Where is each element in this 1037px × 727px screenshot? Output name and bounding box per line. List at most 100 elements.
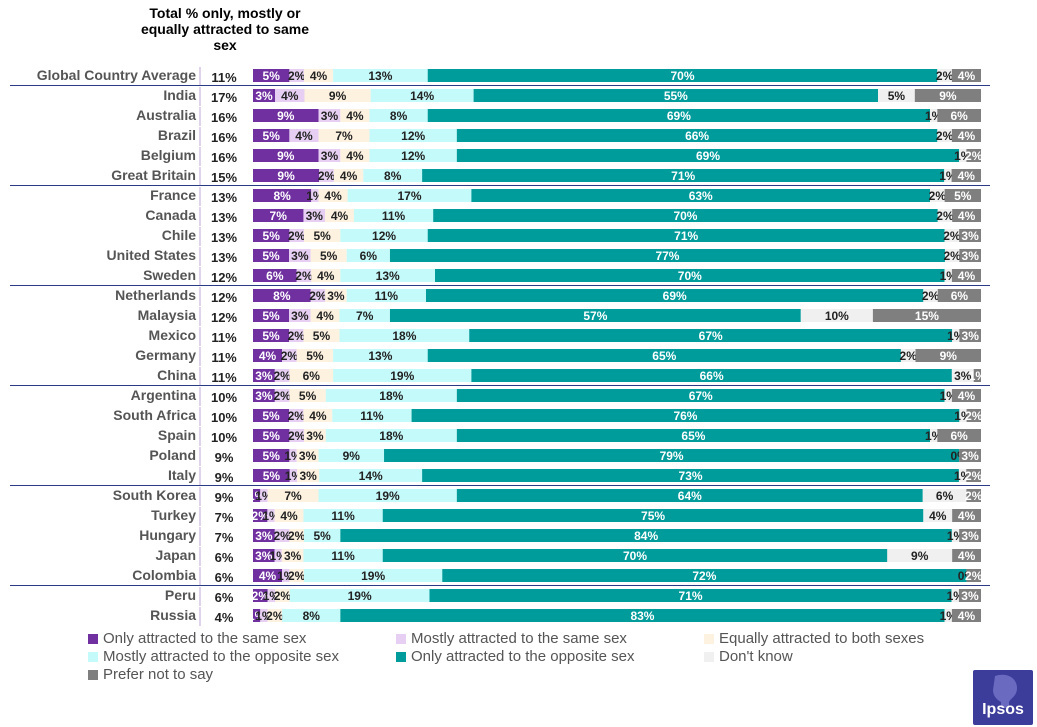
data-label-mostly_opposite: 19% xyxy=(361,569,385,583)
bar-segment-only_same xyxy=(253,309,290,322)
total-column-header: Total % only, mostly or equally attracte… xyxy=(140,5,310,53)
data-label-equally: 4% xyxy=(309,409,327,423)
data-label-mostly_opposite: 11% xyxy=(360,409,384,423)
bar-segment-only_same xyxy=(253,609,261,622)
country-label: Germany xyxy=(135,347,196,363)
data-label-equally: 3% xyxy=(306,429,324,443)
bar-segment-dont_know xyxy=(944,269,952,282)
data-label-only_same: 3% xyxy=(255,529,273,543)
bar-segment-mostly_opposite xyxy=(333,349,428,362)
bar-segment-mostly_same xyxy=(296,269,312,282)
bar-segment-dont_know xyxy=(959,149,967,162)
bar-segment-prefer_not xyxy=(951,69,981,82)
data-label-prefer_not: 2% xyxy=(965,569,983,583)
bar-segment-only_same xyxy=(253,69,290,82)
bar-segment-mostly_same xyxy=(319,169,334,182)
country-label: China xyxy=(157,367,196,383)
data-label-mostly_opposite: 8% xyxy=(390,109,408,123)
bar-segment-dont_know xyxy=(922,489,967,502)
bar-segment-prefer_not xyxy=(951,389,981,402)
data-label-prefer_not: 2% xyxy=(965,469,983,483)
country-label: Poland xyxy=(149,447,196,463)
data-label-mostly_opposite: 6% xyxy=(360,249,378,263)
bar-segment-prefer_not xyxy=(951,129,981,142)
bar-segment-mostly_opposite xyxy=(346,249,390,262)
data-label-equally: 7% xyxy=(284,489,302,503)
country-label: Japan xyxy=(156,547,196,563)
data-label-mostly_opposite: 18% xyxy=(379,389,403,403)
data-label-only_same: 4% xyxy=(259,349,277,363)
country-label: Malaysia xyxy=(138,307,197,323)
data-label-equally: 5% xyxy=(313,229,331,243)
data-label-prefer_not: 2% xyxy=(965,409,983,423)
data-label-prefer_not: 4% xyxy=(958,169,976,183)
data-label-mostly_same: 2% xyxy=(288,429,306,443)
legend-item-only_opposite: Only attracted to the opposite sex xyxy=(396,648,704,665)
bar-segment-dont_know xyxy=(923,509,953,522)
data-label-equally: 6% xyxy=(303,369,321,383)
data-label-equally: 3% xyxy=(299,449,317,463)
data-label-mostly_same: 3% xyxy=(321,109,339,123)
bar-segment-mostly_opposite xyxy=(303,569,443,582)
data-label-only_same: 5% xyxy=(263,129,281,143)
data-label-prefer_not: 3% xyxy=(961,589,979,603)
bar-segment-prefer_not xyxy=(966,469,981,482)
bar-segment-dont_know xyxy=(951,529,960,542)
data-label-mostly_same: 2% xyxy=(273,389,291,403)
data-label-only_same: 9% xyxy=(277,169,295,183)
bar-segment-only_opposite xyxy=(429,589,952,602)
bar-segment-mostly_same xyxy=(274,549,282,562)
data-label-only_same: 5% xyxy=(263,229,281,243)
stacked-bar-chart: Global Country Average 11% 5% 2% 4% 13% 70% 2% 4… xyxy=(10,67,990,626)
bar-segment-dont_know xyxy=(923,289,938,302)
data-label-only_same: 8% xyxy=(273,289,291,303)
data-label-dont_know: 2% xyxy=(929,189,947,203)
bar-segment-dont_know xyxy=(944,389,952,402)
bar-segment-equally xyxy=(274,509,304,522)
bar-segment-equally xyxy=(303,69,334,82)
bar-segment-dont_know xyxy=(937,209,953,222)
bar-segment-prefer_not xyxy=(952,549,981,562)
data-label-dont_know: 6% xyxy=(936,489,954,503)
data-label-dont_know: 3% xyxy=(954,369,972,383)
bar-segment-only_same xyxy=(253,549,275,562)
data-label-only_opposite: 67% xyxy=(689,389,713,403)
data-label-equally: 4% xyxy=(280,509,298,523)
bar-segment-mostly_opposite xyxy=(332,409,412,422)
data-label-equally: 4% xyxy=(316,309,334,323)
bar-segment-only_opposite xyxy=(471,189,931,202)
data-label-prefer_not: 3% xyxy=(962,249,980,263)
total-value: 10% xyxy=(211,430,237,445)
country-label: Mexico xyxy=(149,327,196,343)
country-label: France xyxy=(150,187,196,203)
total-value: 7% xyxy=(215,510,234,525)
bar-segment-only_opposite xyxy=(382,549,888,562)
bar-segment-equally xyxy=(304,89,371,102)
data-label-only_opposite: 70% xyxy=(623,549,647,563)
bar-segment-mostly_same xyxy=(289,409,304,422)
data-label-only_opposite: 70% xyxy=(671,69,695,83)
bar-segment-only_same xyxy=(253,369,275,382)
bar-segment-only_opposite xyxy=(389,309,801,322)
data-label-only_same: 6% xyxy=(266,269,284,283)
data-label-mostly_same: 3% xyxy=(291,249,309,263)
total-value: 13% xyxy=(211,190,237,205)
legend-label: Don't know xyxy=(719,648,793,665)
data-label-only_opposite: 57% xyxy=(583,309,607,323)
bar-segment-dont_know xyxy=(944,169,952,182)
data-label-only_same: 3% xyxy=(255,549,273,563)
data-label-only_opposite: 69% xyxy=(696,149,720,163)
data-label-mostly_same: 2% xyxy=(295,269,313,283)
data-label-only_opposite: 66% xyxy=(700,369,724,383)
country-label: Colombia xyxy=(132,567,196,583)
data-label-mostly_opposite: 12% xyxy=(401,129,425,143)
bar-segment-dont_know xyxy=(952,329,960,342)
bar-segment-only_opposite xyxy=(469,329,953,342)
data-label-mostly_same: 2% xyxy=(288,69,306,83)
bar-segment-only_opposite xyxy=(427,109,931,122)
data-label-only_opposite: 65% xyxy=(681,429,705,443)
total-value: 16% xyxy=(211,110,237,125)
bar-segment-only_same xyxy=(253,269,297,282)
bar-segment-only_opposite xyxy=(427,229,945,242)
bar-segment-mostly_opposite xyxy=(303,509,383,522)
